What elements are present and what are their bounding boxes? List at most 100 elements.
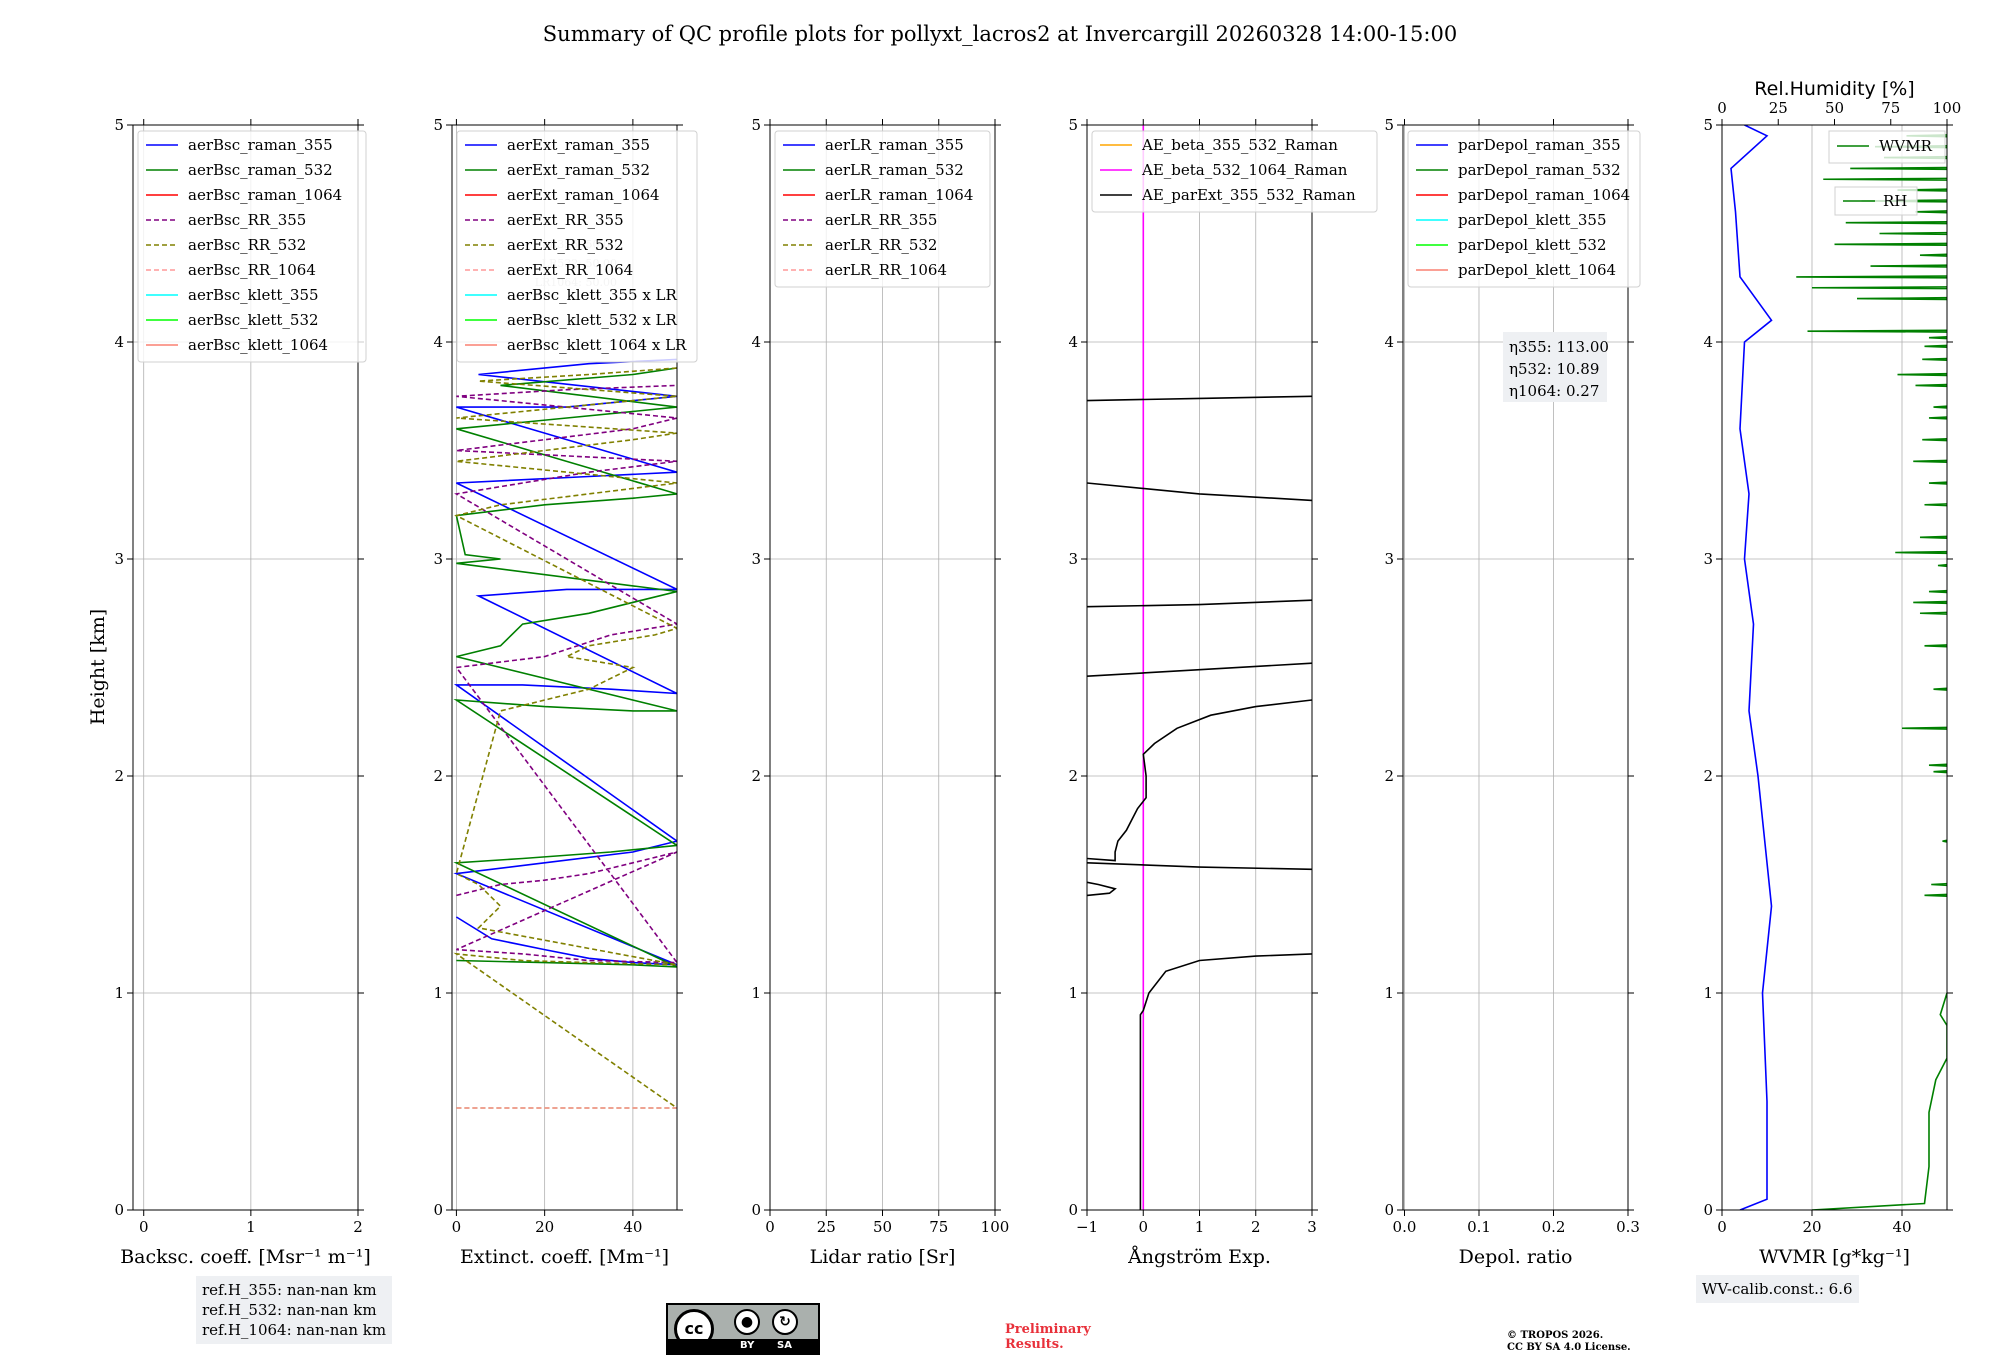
x-tick-label: 1 [1195, 1218, 1205, 1236]
x-axis-label: Ångström Exp. [1127, 1246, 1271, 1268]
legend-label: AE_parExt_355_532_Raman [1141, 186, 1356, 204]
x-axis-label: Lidar ratio [Sr] [810, 1246, 956, 1268]
y-tick-label: 5 [1068, 116, 1078, 134]
legend-label: aerBsc_klett_1064 x LR [507, 336, 687, 354]
x-tick-label: 2 [353, 1218, 363, 1236]
series-line-AE_parExt_355_532_Raman [1087, 662, 1312, 677]
legend-label: aerExt_RR_1064 [507, 261, 633, 279]
legend-label: aerLR_raman_355 [825, 136, 964, 154]
rh-spike [1919, 535, 1947, 539]
rh-spike [1901, 726, 1947, 730]
share-alike-icon: ↻ [772, 1309, 798, 1335]
y-tick-label: 1 [114, 984, 124, 1002]
y-axis-label: Height [km] [87, 609, 109, 725]
x-tick-label: 20 [1802, 1218, 1821, 1236]
y-tick-label: 5 [114, 116, 124, 134]
rh-spike [1870, 264, 1947, 268]
legend-label: aerLR_RR_1064 [825, 261, 947, 279]
y-tick-label: 4 [1068, 333, 1078, 351]
top-x-tick-label: 25 [1769, 99, 1788, 117]
legend-label: aerBsc_RR_1064 [188, 261, 316, 279]
rh-spike [1937, 563, 1947, 568]
y-tick-label: 4 [114, 333, 124, 351]
rh-spike [1924, 644, 1947, 648]
legend-label: aerBsc_klett_532 x LR [507, 311, 678, 329]
rh-spike [1924, 503, 1947, 507]
rh-spike [1933, 687, 1947, 691]
rh-spike [1922, 357, 1947, 362]
x-axis-label: Backsc. coeff. [Msr⁻¹ m⁻¹] [120, 1246, 371, 1268]
copyright-line-2: CC BY SA 4.0 License. [1507, 1342, 1631, 1353]
x-tick-label: 0 [139, 1218, 149, 1236]
legend-label: aerBsc_klett_355 [188, 286, 319, 304]
series-line-aerExt_raman_355 [453, 358, 677, 966]
rh-spike [1807, 329, 1947, 333]
series-line-AE_parExt_355_532_Raman [1139, 953, 1312, 1210]
y-tick-label: 0 [114, 1201, 124, 1219]
top-x-axis-label: Rel.Humidity [%] [1754, 78, 1914, 100]
legend-label: parDepol_klett_355 [1458, 211, 1607, 229]
eta-box [1503, 332, 1607, 402]
panel-backscatter: 0 1 2 0 1 2 3 4 5 Backsc. coeff. [Msr⁻¹ m⁻¹] aerBs… [114, 116, 370, 1268]
y-tick-label: 2 [1384, 767, 1394, 785]
rh-spike [1845, 220, 1947, 225]
y-tick-label: 3 [1703, 550, 1713, 568]
cc-by-label: BY [740, 1340, 755, 1351]
top-x-tick-label: 50 [1825, 99, 1844, 117]
legend-box [456, 130, 698, 363]
rh-spike [1924, 344, 1947, 349]
legend-box [1091, 130, 1378, 213]
legend-label: aerBsc_raman_355 [188, 136, 333, 154]
x-tick-label: 0 [765, 1218, 775, 1236]
rh-spike [1913, 600, 1947, 605]
wv-calib-value: WV-calib.const.: 6.6 [1702, 1280, 1853, 1298]
rh-spike [1915, 210, 1947, 214]
legend-label: aerExt_raman_355 [507, 136, 650, 154]
series-line-aerExt_raman_532 [453, 367, 677, 968]
y-tick-label: 1 [1384, 984, 1394, 1002]
series-line-AE_parExt_355_532_Raman [1087, 881, 1117, 897]
x-tick-label: 3 [1307, 1218, 1317, 1236]
y-tick-label: 0 [433, 1201, 443, 1219]
legend-label: RH [1883, 192, 1907, 210]
y-tick-label: 3 [1068, 550, 1078, 568]
x-tick-label: 50 [873, 1218, 892, 1236]
rh-spike [1928, 335, 1947, 340]
x-tick-label: 0.2 [1542, 1218, 1566, 1236]
ref-height-box: ref.H_355: nan-nan km ref.H_532: nan-nan… [196, 1276, 393, 1344]
legend-label: AE_beta_532_1064_Raman [1141, 161, 1348, 179]
plot-area [1087, 125, 1312, 1210]
y-tick-label: 2 [751, 767, 761, 785]
legend-label: parDepol_klett_532 [1458, 236, 1607, 254]
legend-box [774, 130, 991, 288]
legend-label: aerExt_RR_355 [507, 211, 624, 229]
top-x-tick-label: 100 [1933, 99, 1962, 117]
rh-spike [1856, 296, 1947, 301]
preliminary-line-1: Preliminary [1005, 1322, 1091, 1337]
y-tick-label: 2 [433, 767, 443, 785]
cc-badge-bar [668, 1339, 818, 1353]
legend-label: aerBsc_klett_532 [188, 311, 319, 329]
legend-label: aerBsc_RR_355 [188, 211, 306, 229]
series-line-WVMR [1730, 125, 1773, 1210]
y-tick-label: 4 [751, 333, 761, 351]
x-tick-label: 1 [246, 1218, 256, 1236]
ref-height-355: ref.H_355: nan-nan km [202, 1281, 377, 1299]
legend-box-wvmr [1828, 130, 1946, 164]
x-tick-label: 0 [1717, 1218, 1727, 1236]
cc-license-badge: cc ● ↻ BY SA [666, 1303, 820, 1355]
y-tick-label: 3 [1384, 550, 1394, 568]
axes-frame [1402, 124, 1629, 1211]
rh-spike [1924, 893, 1947, 898]
rh-spike [1919, 611, 1947, 615]
rh-spike [1897, 372, 1947, 377]
x-tick-label: 75 [929, 1218, 948, 1236]
y-tick-label: 0 [1384, 1201, 1394, 1219]
y-tick-label: 4 [1384, 333, 1394, 351]
figure-title: Summary of QC profile plots for pollyxt_… [542, 22, 1458, 46]
cc-sa-label: SA [777, 1340, 792, 1351]
x-tick-label: 0.0 [1393, 1218, 1417, 1236]
x-tick-label: 25 [817, 1218, 836, 1236]
